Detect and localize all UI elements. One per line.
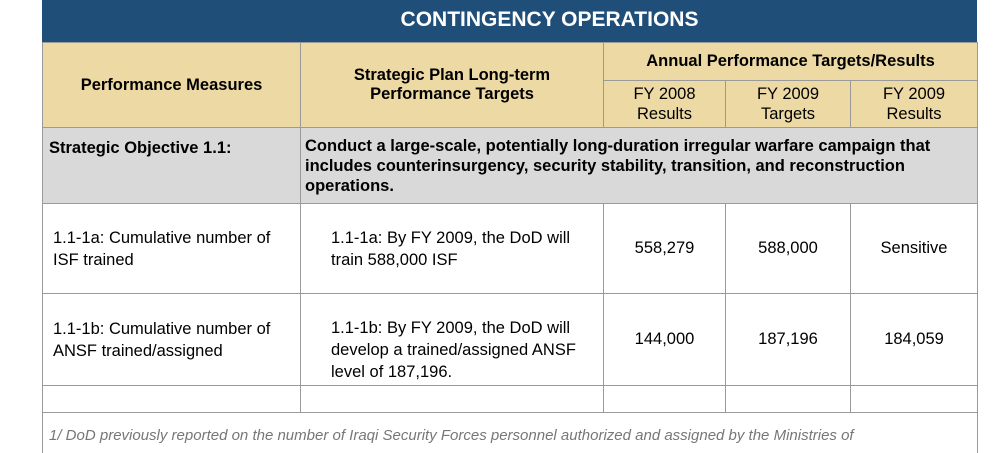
cell — [300, 385, 604, 413]
objective-text: Conduct a large-scale, potentially long-… — [299, 127, 979, 204]
section-title: CONTINGENCY OPERATIONS — [42, 0, 977, 42]
header-row: FY 2008 Results FY 2009 Targets FY 2009 … — [43, 80, 979, 128]
header-cell: Annual Performance Targets/Results — [602, 42, 979, 81]
table: Performance Measures Strategic Plan Long… — [41, 42, 979, 453]
cell — [725, 385, 851, 413]
cell: 144,000 — [603, 293, 726, 386]
footnote-row: 1/ DoD previously reported on the number… — [41, 412, 979, 453]
cell: 558,279 — [603, 203, 726, 294]
header-cell: FY 2009 Targets — [725, 80, 851, 128]
cell: 187,196 — [725, 293, 851, 386]
data-row: 1.1-1b: Cumulative number of ANSF traine… — [42, 293, 979, 386]
objective-label: Strategic Objective 1.1: — [42, 127, 301, 204]
cell — [849, 385, 979, 413]
cell: 588,000 — [725, 203, 851, 294]
cell: Sensitive — [849, 203, 979, 294]
header-row: Performance Measures Strategic Plan Long… — [42, 42, 979, 128]
objective-row: Strategic Objective 1.1: Conduct a large… — [42, 127, 979, 204]
cell: 1.1-1a: Cumulative number of ISF trained — [42, 203, 301, 294]
footnote: 1/ DoD previously reported on the number… — [41, 412, 979, 453]
cell — [603, 385, 726, 413]
header-cell: Strategic Plan Long-term Performance Tar… — [300, 42, 604, 128]
empty-row — [42, 385, 979, 413]
cell: 1.1-1b: Cumulative number of ANSF traine… — [42, 293, 301, 386]
page: CONTINGENCY OPERATIONS Performance Measu… — [41, 0, 979, 453]
data-row: 1.1-1a: Cumulative number of ISF trained… — [42, 203, 979, 294]
header-cell: Performance Measures — [42, 42, 301, 128]
header-cell: FY 2009 Results — [849, 80, 979, 128]
cell — [42, 385, 301, 413]
cell: 184,059 — [849, 293, 979, 386]
header-cell: FY 2008 Results — [603, 80, 726, 128]
cell: 1.1-1a: By FY 2009, the DoD will train 5… — [300, 203, 604, 294]
cell: 1.1-1b: By FY 2009, the DoD will develop… — [300, 293, 604, 386]
